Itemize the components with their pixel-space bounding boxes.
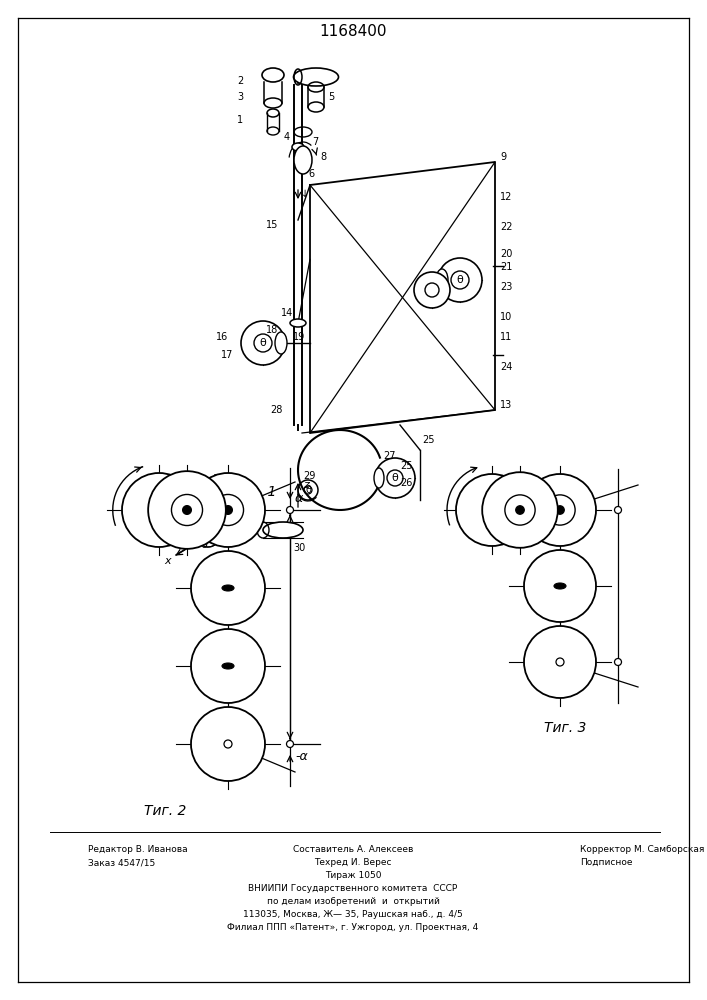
Ellipse shape	[554, 583, 566, 589]
Text: 0: 0	[201, 540, 207, 550]
Text: Техред И. Верес: Техред И. Верес	[314, 858, 392, 867]
Text: 18: 18	[266, 325, 278, 335]
Text: 6: 6	[308, 169, 314, 179]
Text: 27: 27	[383, 451, 395, 461]
Circle shape	[286, 506, 293, 514]
Text: ↓: ↓	[301, 189, 309, 199]
Text: Редактор В. Иванова: Редактор В. Иванова	[88, 845, 187, 854]
Text: 29: 29	[303, 471, 315, 481]
Text: 11: 11	[500, 332, 513, 342]
Circle shape	[482, 472, 558, 548]
Ellipse shape	[290, 319, 306, 327]
Text: 3: 3	[237, 92, 243, 102]
Circle shape	[191, 551, 265, 625]
Text: 28: 28	[271, 405, 283, 415]
Ellipse shape	[222, 663, 234, 669]
Circle shape	[191, 629, 265, 703]
Text: z: z	[212, 472, 218, 482]
Text: x: x	[165, 556, 171, 566]
Text: 9: 9	[500, 152, 506, 162]
Text: 14: 14	[281, 308, 293, 318]
Text: 19: 19	[293, 332, 305, 342]
Circle shape	[556, 658, 564, 666]
Text: 26: 26	[400, 478, 412, 488]
Text: 25: 25	[422, 435, 435, 445]
Text: 5: 5	[328, 92, 334, 102]
Text: θ: θ	[259, 338, 267, 348]
Text: 113035, Москва, Ж— 35, Раушская наб., д. 4/5: 113035, Москва, Ж— 35, Раушская наб., д.…	[243, 910, 463, 919]
Circle shape	[524, 550, 596, 622]
Text: θ: θ	[392, 473, 398, 483]
Text: 4: 4	[284, 132, 290, 142]
Circle shape	[375, 458, 415, 498]
Text: 10: 10	[500, 312, 513, 322]
Text: Составитель А. Алексеев: Составитель А. Алексеев	[293, 845, 413, 854]
Text: Тираж 1050: Тираж 1050	[325, 871, 381, 880]
Ellipse shape	[263, 522, 303, 538]
Circle shape	[524, 626, 596, 698]
Text: по делам изобретений  и  открытий: по делам изобретений и открытий	[267, 897, 440, 906]
Circle shape	[155, 506, 163, 514]
Text: 1168400: 1168400	[320, 24, 387, 39]
Text: z: z	[303, 480, 309, 490]
Text: Τиг. 1: Τиг. 1	[234, 485, 276, 499]
Text: ВНИИПИ Государственного комитета  СССР: ВНИИПИ Государственного комитета СССР	[248, 884, 457, 893]
Circle shape	[122, 473, 196, 547]
Text: θ: θ	[305, 485, 311, 495]
Circle shape	[224, 740, 232, 748]
Text: 12: 12	[500, 192, 513, 202]
Circle shape	[191, 473, 265, 547]
Text: 1: 1	[237, 115, 243, 125]
Circle shape	[191, 707, 265, 781]
Text: 13: 13	[500, 400, 513, 410]
Circle shape	[148, 471, 226, 549]
Circle shape	[286, 740, 293, 748]
Text: 24: 24	[500, 362, 513, 372]
Ellipse shape	[436, 269, 448, 291]
Ellipse shape	[293, 68, 339, 86]
Text: 30: 30	[293, 543, 305, 553]
Circle shape	[524, 474, 596, 546]
Text: Заказ 4547/15: Заказ 4547/15	[88, 858, 156, 867]
Text: 20: 20	[500, 249, 513, 259]
Text: θ: θ	[457, 275, 463, 285]
Circle shape	[456, 474, 528, 546]
Circle shape	[614, 658, 621, 666]
Ellipse shape	[275, 332, 287, 354]
Ellipse shape	[374, 468, 384, 488]
Text: y: y	[158, 518, 164, 528]
Circle shape	[614, 506, 621, 514]
Text: 15: 15	[266, 220, 278, 230]
Circle shape	[223, 506, 233, 514]
Text: Филиал ППП «Патент», г. Ужгород, ул. Проектная, 4: Филиал ППП «Патент», г. Ужгород, ул. Про…	[228, 923, 479, 932]
Circle shape	[515, 506, 525, 514]
Text: Корректор М. Самборская: Корректор М. Самборская	[580, 845, 704, 854]
Text: 22: 22	[500, 222, 513, 232]
Text: Подписное: Подписное	[580, 858, 633, 867]
Text: 21: 21	[500, 262, 513, 272]
Circle shape	[414, 272, 450, 308]
Text: Τиг. 3: Τиг. 3	[544, 721, 586, 735]
Ellipse shape	[294, 146, 312, 174]
Text: 23: 23	[500, 282, 513, 292]
Text: 2: 2	[237, 76, 243, 86]
Circle shape	[488, 506, 496, 514]
Circle shape	[556, 506, 564, 514]
Ellipse shape	[292, 143, 304, 151]
Text: α: α	[295, 491, 303, 504]
Text: 8: 8	[320, 152, 326, 162]
Text: 16: 16	[216, 332, 228, 342]
Ellipse shape	[222, 585, 234, 591]
Text: Τиг. 2: Τиг. 2	[144, 804, 186, 818]
Circle shape	[241, 321, 285, 365]
Ellipse shape	[262, 68, 284, 82]
Text: 7: 7	[312, 137, 318, 147]
Text: 17: 17	[221, 350, 233, 360]
Text: -α: -α	[295, 750, 308, 762]
Circle shape	[182, 506, 192, 514]
Text: 25: 25	[400, 461, 412, 471]
Circle shape	[438, 258, 482, 302]
